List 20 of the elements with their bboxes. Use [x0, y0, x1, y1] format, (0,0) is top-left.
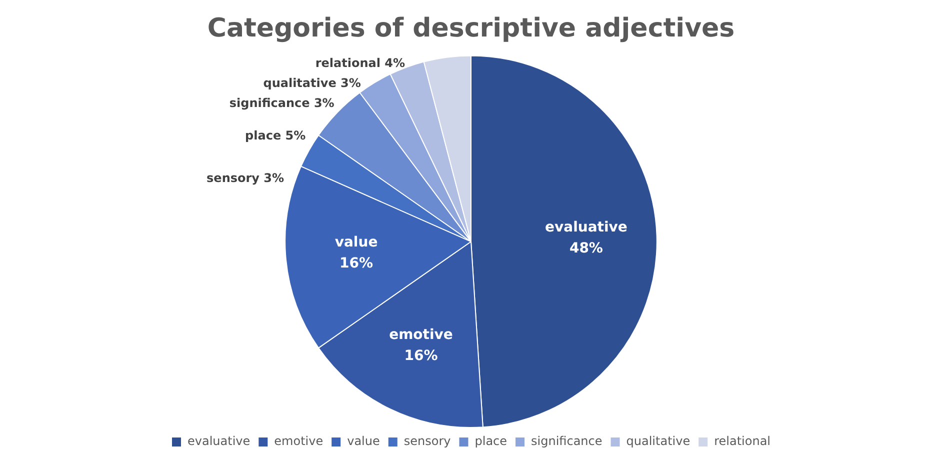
data-label: 16% [404, 348, 438, 364]
legend-label: place [474, 434, 508, 448]
legend-label: qualitative [626, 434, 690, 448]
data-label: 48% [569, 240, 603, 257]
category-label: relational 4% [315, 56, 406, 70]
legend-label: significance [531, 434, 602, 448]
category-label: place 5% [245, 128, 306, 143]
slice-label: evaluative [544, 220, 628, 236]
legend-label: value [347, 434, 380, 448]
category-label: significance 3% [229, 96, 334, 110]
slice-label: emotive [389, 327, 453, 344]
legend-label: relational [714, 434, 771, 448]
legend-label: emotive [274, 434, 324, 448]
slice-label: value [334, 234, 378, 250]
category-label: sensory 3% [206, 170, 284, 185]
legend-label: sensory [404, 434, 451, 448]
chart-title: Categories of descriptive adjectives [207, 13, 735, 44]
data-label: 16% [340, 255, 374, 272]
category-label: qualitative 3% [263, 76, 361, 90]
legend-label: evaluative [188, 434, 250, 448]
